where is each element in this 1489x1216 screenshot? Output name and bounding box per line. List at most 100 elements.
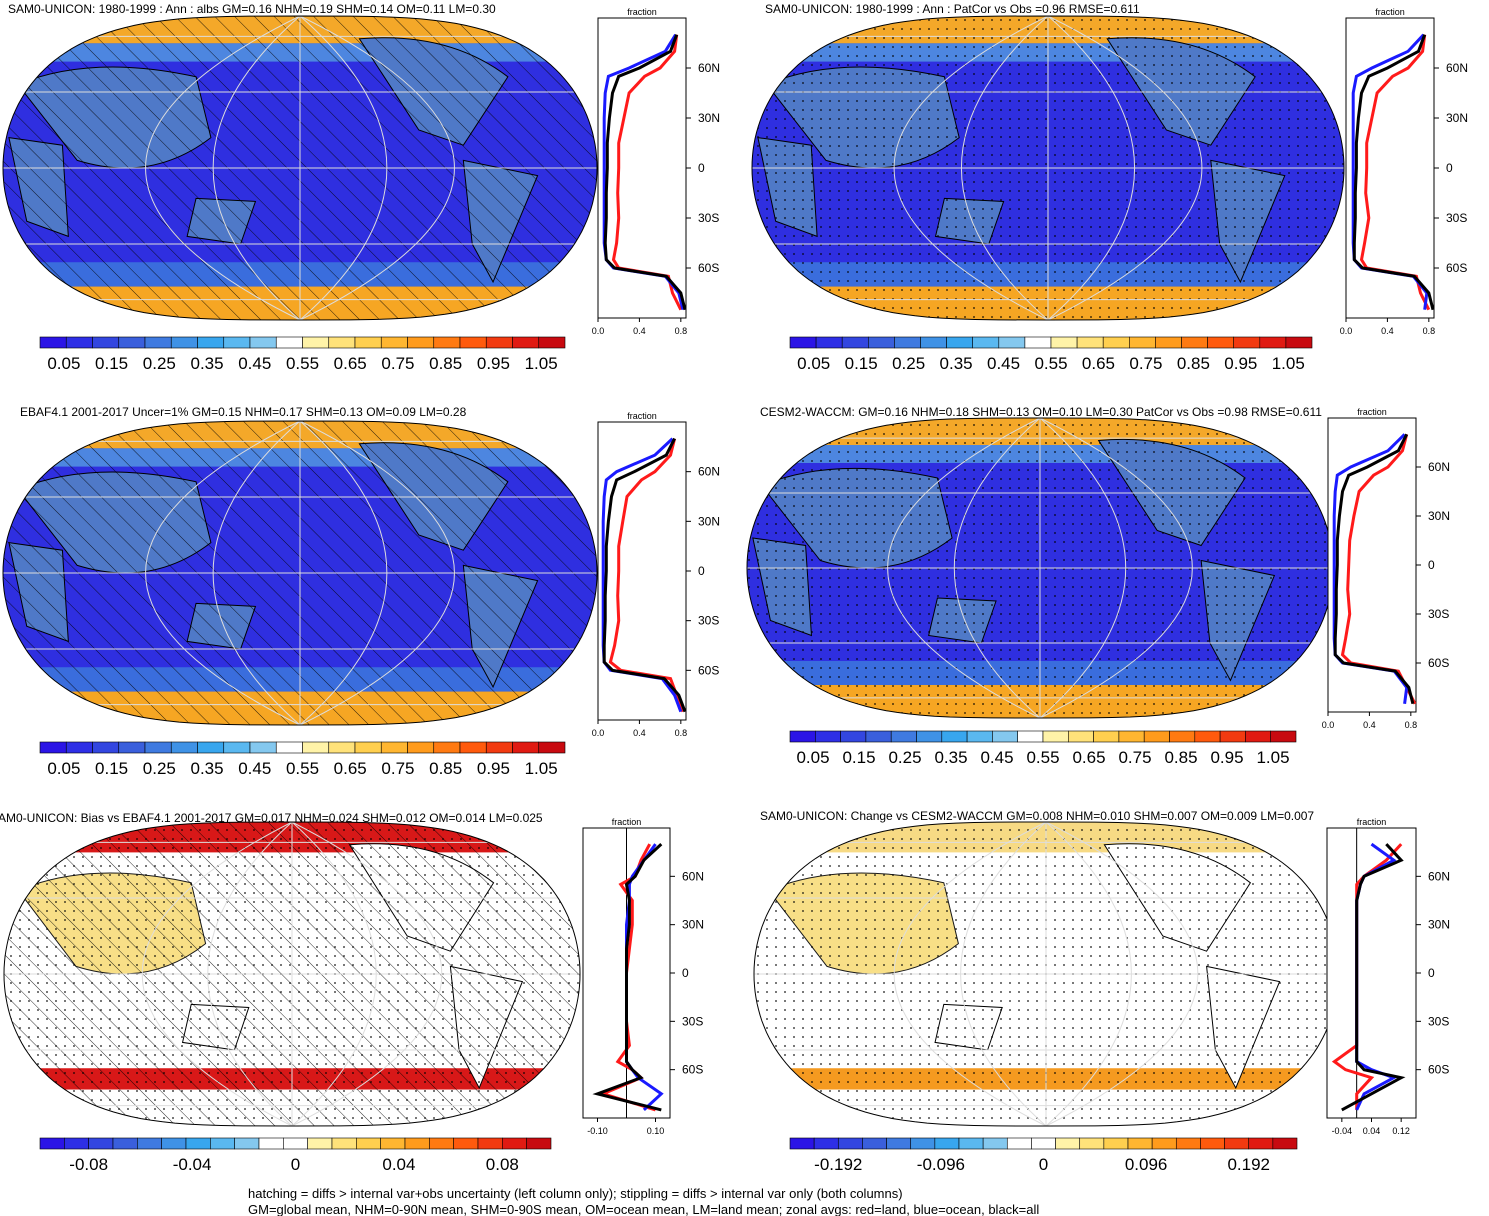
zonal-plot: fraction 60N 30N 0 30S 60S -0.04 0.04 0.12 (1326, 817, 1450, 1136)
x-tick-label: 0.04 (1363, 1126, 1381, 1136)
colorbar-swatch (1055, 1137, 1081, 1150)
colorbar-swatch (144, 336, 172, 349)
lat-label: 60N (1428, 869, 1450, 883)
colorbar-swatch (210, 1137, 235, 1150)
colorbar-swatch (88, 1137, 114, 1150)
colorbar-swatch (815, 336, 843, 349)
longitude-line (887, 418, 1041, 718)
colorbar-swatch (958, 1137, 984, 1150)
colorbar: 0.05 0.15 0.25 0.35 0.45 0.55 0.65 0.75 0.85 0.95… (39, 336, 566, 373)
colorbar: -0.192 -0.096 0 0.096 0.192 (789, 1137, 1298, 1174)
colorbar-swatch (972, 336, 1000, 349)
colorbar-swatch (894, 336, 921, 349)
lat-label: 30N (1428, 509, 1450, 523)
longitude-line (291, 822, 377, 1126)
colorbar-label: 0.35 (934, 748, 967, 767)
colorbar-swatch (886, 1137, 912, 1150)
colorbar-swatch (1245, 730, 1272, 743)
colorbar-swatch (407, 741, 435, 754)
colorbar-swatch (1076, 336, 1104, 349)
panel-4: CESM2-WACCM: GM=0.16 NHM=0.18 SHM=0.13 O… (746, 405, 1450, 767)
lat-label: 60N (698, 465, 720, 479)
x-tick-label: 0.0 (592, 326, 605, 336)
colorbar: 0.05 0.15 0.25 0.35 0.45 0.55 0.65 0.75 0.85 0.95… (789, 730, 1297, 767)
lat-label: 60S (682, 1063, 703, 1077)
series-all (1352, 34, 1435, 311)
x-tick-label: 0.4 (633, 326, 646, 336)
map-border (751, 15, 1345, 321)
colorbar-swatch (1143, 730, 1170, 743)
longitude-line (1039, 418, 1127, 718)
longitude-line (1045, 822, 1199, 1126)
colorbar-swatch (538, 336, 566, 349)
zonal-plot: fraction 60N 30N 0 30S 60S 0.0 0.4 0.8 (1340, 7, 1468, 336)
x-tick-label: 0.12 (1392, 1126, 1410, 1136)
colorbar-swatch (161, 1137, 187, 1150)
colorbar-swatch (1050, 336, 1078, 349)
colorbar-swatch (64, 1137, 89, 1150)
colorbar-label: -0.096 (917, 1155, 965, 1174)
colorbar-swatch (966, 730, 993, 743)
x-tick-label: 0.8 (675, 326, 688, 336)
panel-title: CESM2-WACCM: GM=0.16 NHM=0.18 SHM=0.13 O… (760, 405, 1322, 419)
colorbar-swatch (485, 741, 513, 754)
series-all (603, 34, 687, 311)
colorbar-swatch (433, 336, 461, 349)
colorbar-label: 0.45 (238, 354, 271, 373)
lat-label: 60S (1428, 1063, 1449, 1077)
colorbar-label: -0.192 (814, 1155, 862, 1174)
colorbar-swatch (789, 336, 817, 349)
lat-label: 30S (1428, 1014, 1449, 1028)
x-tick-label: 0.4 (1363, 720, 1376, 730)
colorbar-swatch (433, 741, 461, 754)
colorbar-label: 0.192 (1227, 1155, 1270, 1174)
colorbar-swatch (92, 336, 120, 349)
colorbar-swatch (814, 730, 841, 743)
colorbar-swatch (840, 730, 867, 743)
colorbar-label: 0.35 (190, 354, 223, 373)
colorbar-swatch (1017, 730, 1044, 743)
longitude-line (953, 418, 1041, 718)
zonal-title: fraction (1357, 817, 1387, 827)
longitude-line (212, 16, 301, 320)
colorbar-swatch (407, 336, 435, 349)
colorbar-swatch (65, 336, 93, 349)
colorbar-swatch (197, 336, 225, 349)
colorbar-label: 0.65 (1082, 354, 1115, 373)
colorbar-swatch (429, 1137, 454, 1150)
x-tick-label: 0.0 (1322, 720, 1335, 730)
colorbar-label: 0.05 (47, 354, 80, 373)
map (754, 822, 1338, 1126)
x-tick-label: 0.4 (633, 728, 646, 738)
lat-label: 30S (698, 211, 719, 225)
x-tick-label: 0.8 (1423, 326, 1436, 336)
colorbar-label: 0.04 (382, 1155, 415, 1174)
colorbar-swatch (1200, 1137, 1225, 1150)
x-tick-label: 0.8 (1405, 720, 1418, 730)
colorbar-swatch (837, 1137, 863, 1150)
colorbar-swatch (1151, 1137, 1177, 1150)
longitude-line (960, 822, 1047, 1126)
colorbar-label: 0.55 (1026, 748, 1059, 767)
longitude-line (141, 822, 293, 1126)
colorbar-swatch (170, 741, 198, 754)
colorbar-swatch (354, 741, 382, 754)
longitude-line (893, 16, 1049, 320)
colorbar-swatch (477, 1137, 503, 1150)
lat-label: 30N (698, 111, 720, 125)
colorbar-label: 0.75 (1129, 354, 1162, 373)
colorbar-swatch (39, 741, 67, 754)
colorbar-label: 0.95 (1210, 748, 1243, 767)
colorbar-swatch (1181, 336, 1208, 349)
colorbar-label: 0.25 (888, 748, 921, 767)
colorbar-swatch (302, 336, 330, 349)
colorbar-swatch (223, 336, 251, 349)
longitude-line (291, 822, 443, 1126)
colorbar-label: 0.15 (95, 354, 128, 373)
colorbar-swatch (459, 336, 487, 349)
colorbar-swatch (1207, 336, 1234, 349)
colorbar-swatch (118, 336, 146, 349)
colorbar-label: 0.35 (940, 354, 973, 373)
zonal-plot: fraction 60N 30N 0 30S 60S -0.10 0.10 (582, 817, 704, 1136)
panel-3: EBAF4.1 2001-2017 Uncer=1% GM=0.15 NHM=0… (2, 405, 720, 778)
